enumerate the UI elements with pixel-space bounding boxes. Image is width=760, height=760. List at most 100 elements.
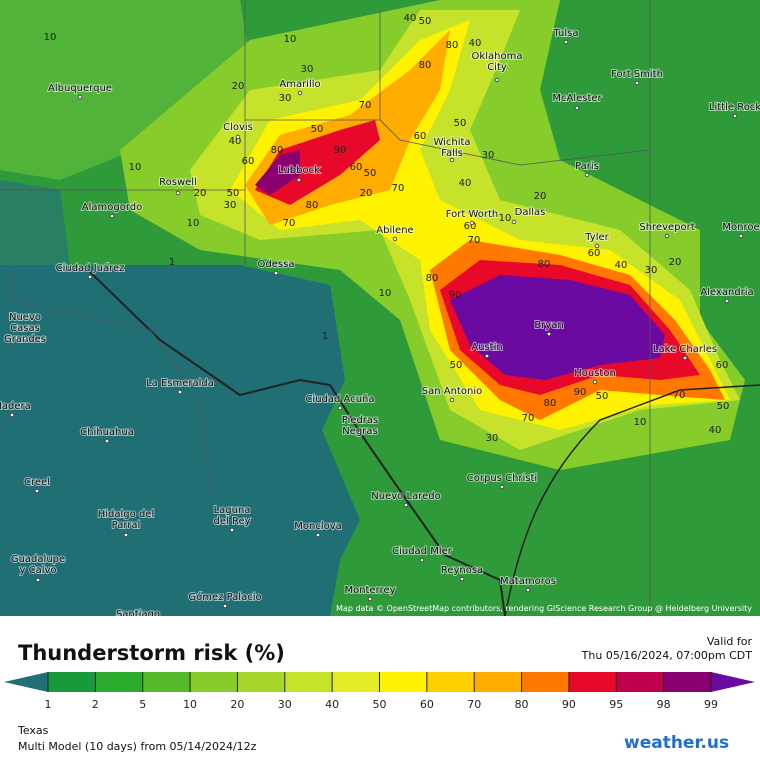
city-label: Ciudad Acuña [305, 394, 374, 405]
contour-label: 30 [486, 433, 499, 444]
contour-label: 1 [322, 331, 328, 342]
contour-label: 90 [334, 145, 347, 156]
tick-label: 70 [467, 698, 481, 711]
city-label: Tulsa [552, 28, 578, 39]
contour-label: 60 [464, 221, 477, 232]
city-dot [738, 233, 744, 239]
contour-label: 20 [534, 191, 547, 202]
city-label: Lake Charles [653, 344, 717, 355]
contour-label: 50 [717, 401, 730, 412]
city-label: Alexandria [700, 287, 753, 298]
city-label: Little Rock [709, 102, 760, 113]
contour-label: 50 [227, 188, 240, 199]
city-label: La Esmeralda [146, 378, 214, 389]
city-name: Nuevo Laredo [371, 491, 440, 502]
contour-label: 20 [360, 188, 373, 199]
city-label: Roswell [159, 177, 197, 188]
city-dot [296, 177, 302, 183]
city-label: Fort Worth [446, 209, 499, 220]
city-dot [123, 532, 129, 538]
city-label: Nuevo Casas Grandes [4, 312, 46, 345]
tick-label: 5 [139, 698, 146, 711]
city-dot [525, 587, 531, 593]
city-name: Paris [575, 161, 599, 172]
city-label: Tyler [584, 232, 609, 243]
city-label: Fort Smith [611, 69, 663, 80]
city-dot [337, 405, 343, 411]
city-name: Clovis [223, 122, 253, 133]
zone [450, 275, 665, 380]
contour-label: 50 [419, 16, 432, 27]
brand-logo[interactable]: weather.us [624, 733, 729, 753]
city-label: Ciudad Mier [392, 546, 453, 557]
city-dot [724, 298, 730, 304]
tick-label: 10 [183, 698, 197, 711]
contour-label: 50 [364, 168, 377, 179]
colorbar-segment [332, 672, 380, 692]
city-dot [315, 532, 321, 538]
contour-label: 50 [450, 360, 463, 371]
city-label: Wichita Falls [433, 137, 470, 159]
city-label: Paris [575, 161, 599, 172]
city-dot [367, 596, 373, 602]
contour-label: 40 [469, 38, 482, 49]
city-label: Dallas [515, 207, 546, 218]
city-name: Grandes [4, 334, 46, 345]
tick-label: 50 [373, 698, 387, 711]
city-dot [459, 576, 465, 582]
city-dot [634, 80, 640, 86]
city-name: Dallas [515, 207, 546, 218]
city-dot [273, 270, 279, 276]
tick-label: 1 [45, 698, 52, 711]
city-label: Reynosa [441, 565, 483, 576]
city-name: Ciudad Acuña [305, 394, 374, 405]
city-dot [9, 412, 15, 418]
city-name: Nuevo [9, 312, 41, 323]
city-dot [104, 438, 110, 444]
city-label: Lubbock [278, 165, 320, 176]
city-dot [484, 353, 490, 359]
border [89, 271, 506, 616]
city-name: Houston [574, 368, 616, 379]
city-dot [732, 113, 738, 119]
contour-label: 10 [44, 32, 57, 43]
zone [255, 150, 300, 195]
contour-label: 80 [538, 259, 551, 270]
city-name: San Antonio [422, 386, 482, 397]
city-label: Odessa [258, 259, 295, 270]
city-name: Matamoros [500, 576, 556, 587]
contour-label: 20 [669, 257, 682, 268]
contour-label: 10 [499, 213, 512, 224]
city-label: Houston [574, 368, 616, 379]
city-name: Shreveport [639, 222, 694, 233]
city-dot [574, 105, 580, 111]
legend-title: Thunderstorm risk (%) [18, 641, 285, 665]
legend: Thunderstorm risk (%) Valid for Thu 05/1… [4, 635, 755, 711]
city-label: Hidalgo del Parral [98, 509, 154, 531]
attribution: Map data © OpenStreetMap contributors, r… [336, 604, 752, 613]
city-dot [469, 220, 475, 226]
contour-label: 70 [522, 413, 535, 424]
city-label: Chihuahua [80, 427, 134, 438]
contour-label: 20 [194, 188, 207, 199]
region: Texas [17, 724, 49, 737]
colorbar-segment [521, 672, 570, 692]
colorbar-segment [663, 672, 712, 692]
city-label: Matamoros [500, 576, 556, 587]
contour-label: 70 [673, 390, 686, 401]
tick-label: 80 [515, 698, 529, 711]
city-dot [22, 335, 28, 341]
contour-label: 20 [232, 81, 245, 92]
contour-label: 40 [459, 178, 472, 189]
city-label: Oklahoma City [472, 51, 523, 73]
tick-label: 90 [562, 698, 576, 711]
city-name: Alexandria [700, 287, 753, 298]
city-name: Madera [0, 401, 31, 412]
city-label: Abilene [376, 225, 413, 236]
colorbar-segment [284, 672, 333, 692]
colorbar-arrow [711, 672, 755, 692]
city-label: Monclova [294, 521, 342, 532]
contour-label: 40 [404, 13, 417, 24]
city-label: Monterrey [344, 585, 395, 596]
contour-label: 10 [284, 34, 297, 45]
